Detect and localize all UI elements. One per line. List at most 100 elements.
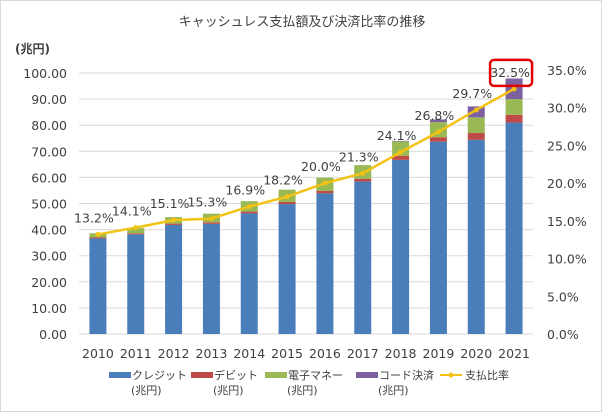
data-label: 18.2%	[263, 173, 303, 188]
bar-コード決済	[429, 119, 447, 123]
x-tick-label: 2016	[309, 346, 341, 361]
y2-tick-label: 35.0%	[547, 63, 587, 78]
ratio-point	[284, 194, 290, 200]
y-tick-label: 0.00	[39, 327, 67, 342]
ratio-point	[246, 204, 252, 210]
data-label: 32.5%	[490, 65, 530, 80]
bar-クレジット	[467, 139, 485, 334]
data-label: 20.0%	[301, 159, 341, 174]
legend-label: 支払比率	[465, 368, 509, 382]
y2-tick-label: 10.0%	[547, 252, 587, 267]
y-tick-label: 80.00	[31, 118, 67, 133]
legend-swatch	[109, 372, 131, 378]
bar-デビット	[392, 155, 410, 160]
data-label: 15.1%	[150, 196, 190, 211]
legend-line-marker	[448, 372, 454, 378]
legend-swatch	[265, 372, 287, 378]
ratio-line	[97, 87, 515, 236]
bar-電子マネー	[392, 141, 410, 156]
x-tick-label: 2013	[196, 346, 228, 361]
legend-swatch	[356, 372, 378, 378]
x-tick-label: 2017	[347, 346, 379, 361]
ratio-point	[360, 170, 366, 176]
bar-クレジット	[127, 234, 145, 334]
bar-クレジット	[505, 122, 523, 334]
legend-label: コード決済	[379, 368, 434, 382]
bar-デビット	[467, 133, 485, 140]
y-tick-label: 40.00	[31, 223, 67, 238]
ratio-point	[171, 217, 177, 223]
bar-電子マネー	[467, 117, 485, 134]
y2-tick-label: 0.0%	[547, 327, 579, 342]
data-label: 24.1%	[377, 128, 417, 143]
bar-デビット	[202, 222, 220, 224]
ratio-point	[208, 216, 214, 222]
bar-クレジット	[202, 223, 220, 334]
y2-tick-label: 5.0%	[547, 289, 579, 304]
ratio-point	[473, 107, 479, 113]
bar-デビット	[165, 223, 183, 225]
bar-デビット	[354, 178, 372, 182]
x-tick-label: 2015	[271, 346, 303, 361]
legend-unit: (兆円)	[213, 384, 244, 397]
y-axis-label: (兆円)	[15, 41, 50, 56]
data-label: 14.1%	[112, 204, 152, 219]
bar-デビット	[316, 190, 334, 194]
x-tick-label: 2012	[158, 346, 190, 361]
bar-クレジット	[354, 181, 372, 334]
bar-デビット	[240, 211, 258, 214]
y-tick-label: 50.00	[31, 197, 67, 212]
y2-tick-label: 20.0%	[547, 176, 587, 191]
y-tick-label: 90.00	[31, 92, 67, 107]
legend-unit: (兆円)	[287, 384, 318, 397]
data-label: 16.9%	[225, 183, 265, 198]
bar-デビット	[127, 233, 145, 235]
ratio-point	[95, 231, 101, 237]
legend-label: クレジット	[132, 369, 187, 382]
bar-クレジット	[392, 159, 410, 334]
bar-クレジット	[165, 224, 183, 334]
bar-デビット	[89, 237, 107, 239]
x-tick-label: 2019	[423, 346, 455, 361]
bar-クレジット	[89, 238, 107, 334]
y-tick-label: 10.00	[31, 301, 67, 316]
x-tick-label: 2010	[82, 346, 114, 361]
data-label: 15.3%	[188, 195, 228, 210]
bar-デビット	[429, 137, 447, 142]
bar-デビット	[278, 201, 296, 205]
ratio-point	[511, 86, 517, 92]
ratio-point	[398, 149, 404, 155]
y-tick-label: 30.00	[31, 249, 67, 264]
bar-デビット	[505, 114, 523, 123]
bar-コード決済	[392, 140, 410, 142]
data-label: 21.3%	[339, 149, 379, 164]
legend-swatch	[191, 372, 213, 378]
legend-label: デビット	[214, 368, 258, 382]
y2-tick-label: 25.0%	[547, 138, 587, 153]
x-tick-label: 2011	[120, 346, 152, 361]
y2-tick-label: 15.0%	[547, 214, 587, 229]
bar-電子マネー	[505, 99, 523, 115]
y-tick-label: 100.00	[23, 66, 67, 81]
ratio-point	[435, 129, 441, 135]
x-tick-label: 2014	[233, 346, 265, 361]
x-tick-label: 2021	[498, 346, 530, 361]
y-tick-label: 70.00	[31, 144, 67, 159]
y-tick-label: 20.00	[31, 275, 67, 290]
bar-クレジット	[278, 204, 296, 334]
y-tick-label: 60.00	[31, 170, 67, 185]
legend-label: 電子マネー	[288, 369, 343, 382]
x-tick-label: 2018	[385, 346, 417, 361]
highlight-box	[488, 58, 534, 88]
bar-クレジット	[316, 193, 334, 334]
bar-クレジット	[429, 141, 447, 334]
bar-電子マネー	[127, 228, 145, 234]
legend-unit: (兆円)	[131, 384, 162, 397]
bar-クレジット	[240, 213, 258, 334]
legend-unit: (兆円)	[378, 384, 409, 397]
chart-title: キャッシュレス支払額及び決済比率の推移	[179, 14, 426, 30]
data-label: 29.7%	[452, 86, 492, 101]
ratio-point	[133, 225, 139, 231]
